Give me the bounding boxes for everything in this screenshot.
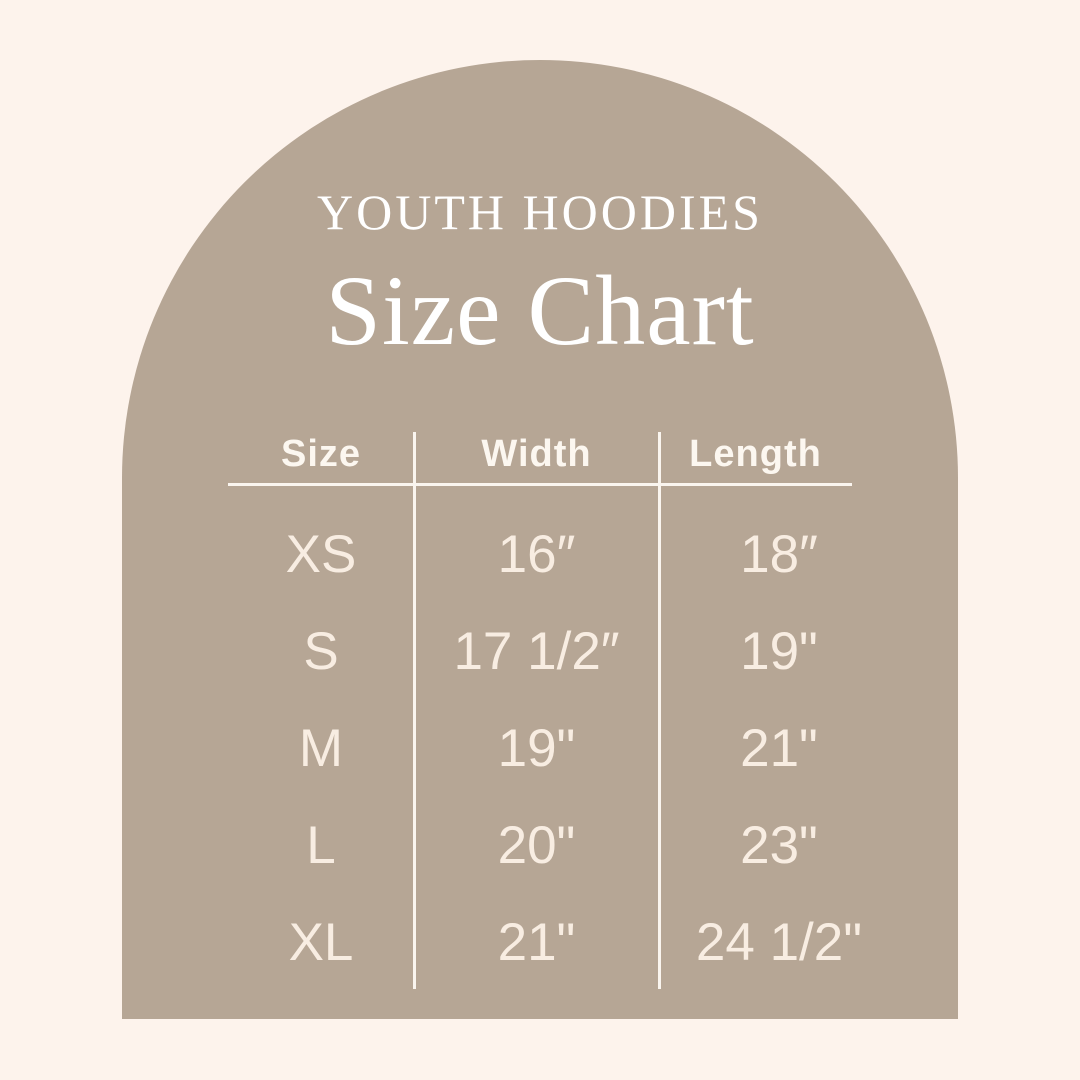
table-row: M 19" 21" xyxy=(228,700,852,797)
poster-title: Size Chart xyxy=(325,255,755,366)
table-row: L 20" 23" xyxy=(228,797,852,894)
arch-background: YOUTH HOODIES Size Chart Size Width Leng… xyxy=(122,60,958,1019)
cell-width: 16″ xyxy=(497,525,576,584)
cell-width: 19" xyxy=(497,719,576,778)
cell-length: 18″ xyxy=(740,525,818,584)
table-column-divider-2 xyxy=(658,432,661,989)
cell-length: 19" xyxy=(740,622,818,681)
cell-size: M xyxy=(298,719,344,778)
cell-length: 21" xyxy=(740,719,818,778)
header-length: Length xyxy=(689,432,822,475)
cell-width: 20" xyxy=(497,816,576,875)
cell-length: 23" xyxy=(740,816,818,875)
table-row: S 17 1/2″ 19" xyxy=(228,603,852,700)
header-size: Size xyxy=(280,432,362,475)
table-body: XS 16″ 18″ S 17 1/2″ 19" M 19" 21" L 20" xyxy=(228,506,863,991)
cell-width: 21" xyxy=(497,913,576,972)
table-header-row: Size Width Length xyxy=(228,423,852,485)
table-row: XS 16″ 18″ xyxy=(228,506,852,603)
table-header-divider xyxy=(228,483,852,486)
size-chart-table: Size Width Length XS 16″ 18″ S 17 1/2″ 1… xyxy=(228,423,863,993)
table-row: XL 21" 24 1/2" xyxy=(228,894,863,991)
table-column-divider-1 xyxy=(413,432,416,989)
cell-size: L xyxy=(306,816,336,875)
cell-length: 24 1/2" xyxy=(695,913,863,972)
poster-kicker: YOUTH HOODIES xyxy=(317,184,763,240)
header-width: Width xyxy=(481,432,592,475)
cell-size: S xyxy=(303,622,339,681)
cell-width: 17 1/2″ xyxy=(453,622,620,681)
cell-size: XL xyxy=(288,913,354,972)
cell-size: XS xyxy=(285,525,357,584)
